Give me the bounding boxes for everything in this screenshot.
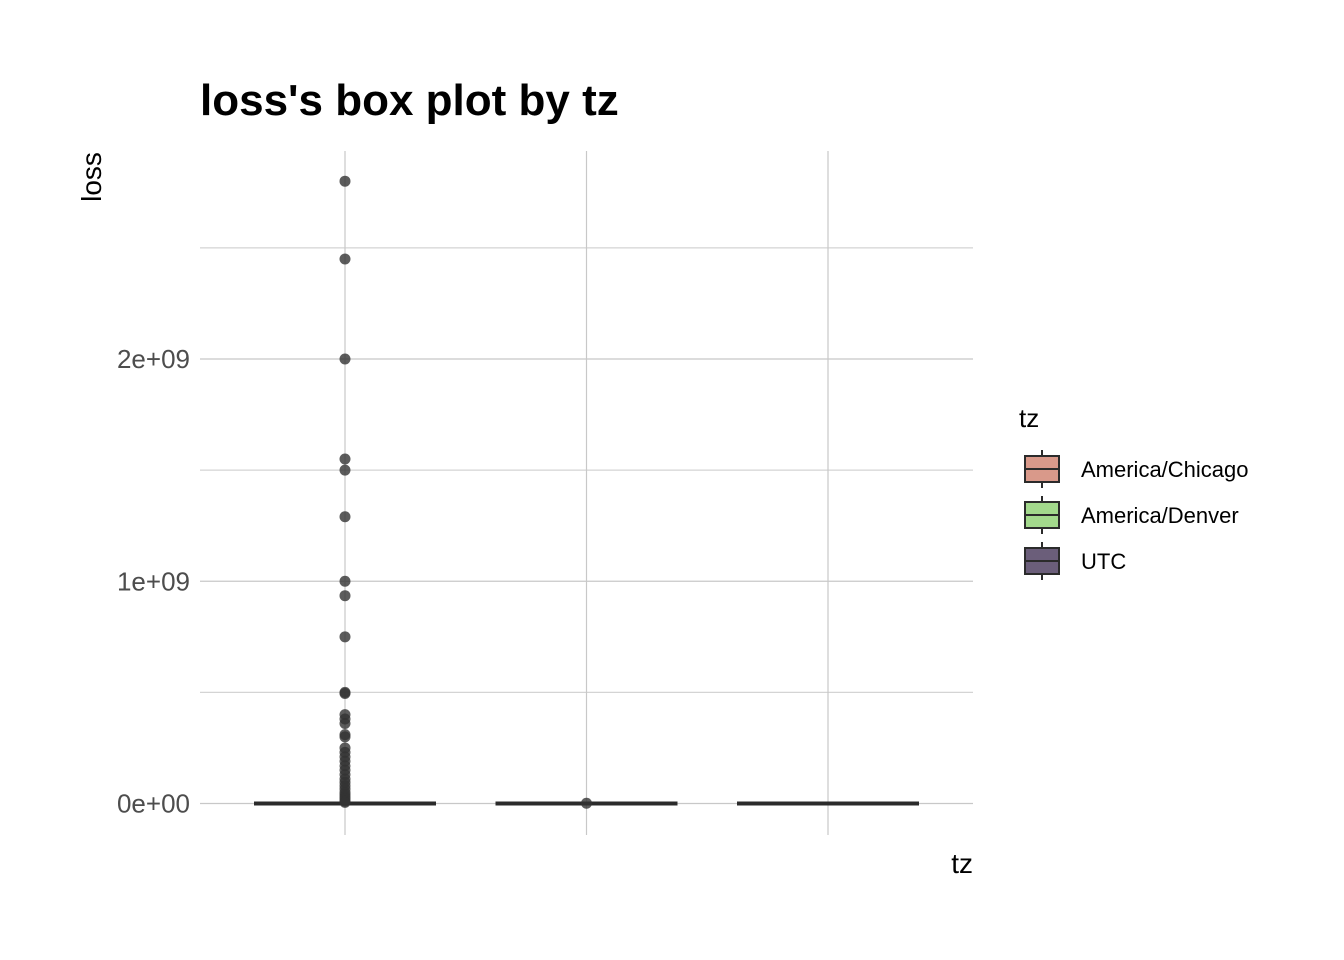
y-tick-label: 1e+09: [117, 566, 190, 596]
legend-item: UTC: [1024, 542, 1126, 580]
chart-title: loss's box plot by tz: [200, 76, 619, 125]
outlier-point: [339, 464, 351, 476]
y-axis-title: loss: [76, 152, 107, 202]
outlier-point: [339, 511, 351, 523]
legend: tz America/Chicago America/Denver UTC: [1019, 403, 1249, 580]
outlier-point: [339, 453, 351, 465]
y-axis-ticks: 0e+00 1e+09 2e+09: [117, 344, 190, 819]
outlier-point: [339, 687, 351, 699]
legend-title: tz: [1019, 403, 1039, 433]
outlier-point: [339, 253, 351, 265]
y-tick-label: 2e+09: [117, 344, 190, 374]
outlier-point: [339, 731, 351, 743]
outlier-point: [581, 797, 592, 809]
y-tick-label: 0e+00: [117, 789, 190, 819]
outlier-point: [339, 175, 351, 187]
x-axis-title: tz: [951, 848, 973, 879]
legend-label: America/Chicago: [1081, 457, 1249, 482]
outlier-point: [339, 631, 351, 643]
legend-item: America/Denver: [1024, 496, 1239, 534]
outlier-points: [339, 175, 592, 809]
legend-label: UTC: [1081, 549, 1126, 574]
outlier-point: [339, 717, 351, 729]
outlier-point: [339, 590, 351, 602]
legend-item: America/Chicago: [1024, 450, 1249, 488]
legend-label: America/Denver: [1081, 503, 1239, 528]
outlier-point: [339, 353, 351, 365]
outlier-point: [339, 575, 351, 587]
grid: [200, 151, 973, 835]
outlier-point: [339, 796, 351, 808]
